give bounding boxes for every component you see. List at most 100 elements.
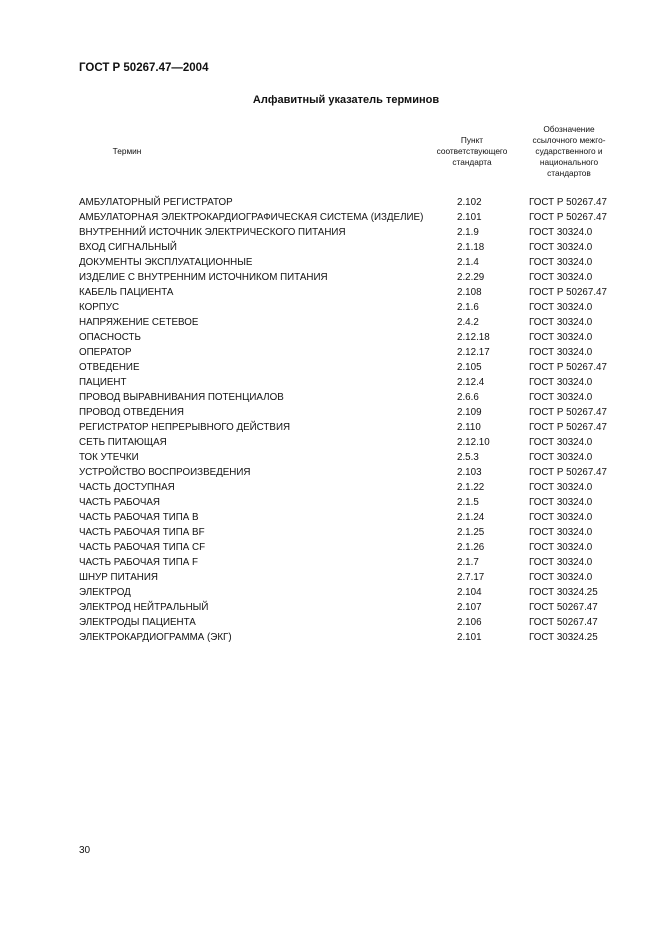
clause-cell: 2.106 <box>457 617 482 628</box>
term-cell: ДОКУМЕНТЫ ЭКСПЛУАТАЦИОННЫЕ <box>79 257 253 268</box>
standard-cell: ГОСТ 30324.0 <box>529 392 593 403</box>
term-cell: РЕГИСТРАТОР НЕПРЕРЫВНОГО ДЕЙСТВИЯ <box>79 422 291 433</box>
term-cell: ОПАСНОСТЬ <box>79 332 141 343</box>
standard-cell: ГОСТ 30324.0 <box>529 257 593 268</box>
clause-cell: 2.1.5 <box>457 497 479 508</box>
term-cell: ЧАСТЬ РАБОЧАЯ ТИПА В <box>79 512 199 523</box>
header-line: соответствующего <box>436 146 508 156</box>
clause-cell: 2.101 <box>457 212 482 223</box>
standard-cell: ГОСТ 30324.0 <box>529 572 593 583</box>
term-cell: КОРПУС <box>79 302 120 313</box>
standard-cell: ГОСТ Р 50267.47 <box>529 287 607 298</box>
term-cell: СЕТЬ ПИТАЮЩАЯ <box>79 437 167 448</box>
header-line: Термин <box>112 146 142 156</box>
clause-cell: 2.102 <box>457 197 482 208</box>
term-cell: ТОК УТЕЧКИ <box>79 452 139 463</box>
clause-cell: 2.110 <box>457 422 481 433</box>
header-line: ссылочного межго- <box>532 135 606 145</box>
standard-cell: ГОСТ 30324.0 <box>529 302 593 313</box>
term-cell: ВНУТРЕННИЙ ИСТОЧНИК ЭЛЕКТРИЧЕСКОГО ПИТАН… <box>79 227 346 238</box>
term-cell: ЧАСТЬ РАБОЧАЯ <box>79 497 161 508</box>
term-cell: АМБУЛАТОРНАЯ ЭЛЕКТРОКАРДИОГРАФИЧЕСКАЯ СИ… <box>79 212 424 223</box>
standard-cell: ГОСТ 30324.0 <box>529 497 593 508</box>
term-cell: ЧАСТЬ РАБОЧАЯ ТИПА F <box>79 557 199 568</box>
column-header-clause: Пункт соответствующего стандарта <box>427 135 517 168</box>
column-header-term: Термин <box>79 146 175 157</box>
header-line: Обозначение <box>543 124 595 134</box>
standard-cell: ГОСТ 50267.47 <box>529 617 598 628</box>
standard-cell: ГОСТ Р 50267.47 <box>529 197 607 208</box>
term-cell: ШНУР ПИТАНИЯ <box>79 572 159 583</box>
clause-cell: 2.103 <box>457 467 482 478</box>
term-cell: ПРОВОД ВЫРАВНИВАНИЯ ПОТЕНЦИАЛОВ <box>79 392 284 403</box>
clause-cell: 2.4.2 <box>457 317 479 328</box>
term-cell: УСТРОЙСТВО ВОСПРОИЗВЕДЕНИЯ <box>79 467 251 478</box>
clause-cell: 2.1.22 <box>457 482 485 493</box>
term-cell: НАПРЯЖЕНИЕ СЕТЕВОЕ <box>79 317 199 328</box>
clause-cell: 2.105 <box>457 362 482 373</box>
standard-cell: ГОСТ 30324.25 <box>529 587 598 598</box>
clause-cell: 2.108 <box>457 287 482 298</box>
term-cell: ЧАСТЬ РАБОЧАЯ ТИПА BF <box>79 527 205 538</box>
standard-cell: ГОСТ Р 50267.47 <box>529 407 607 418</box>
clause-cell: 2.12.18 <box>457 332 490 343</box>
header-line: Пункт <box>460 135 484 145</box>
standard-cell: ГОСТ 30324.0 <box>529 347 593 358</box>
term-cell: ЭЛЕКТРОКАРДИОГРАММА (ЭКГ) <box>79 632 232 643</box>
term-cell: ПАЦИЕНТ <box>79 377 127 388</box>
clause-cell: 2.6.6 <box>457 392 479 403</box>
standard-cell: ГОСТ 30324.0 <box>529 452 593 463</box>
term-cell: ЧАСТЬ РАБОЧАЯ ТИПА CF <box>79 542 206 553</box>
page-number: 30 <box>79 845 91 856</box>
standard-cell: ГОСТ 30324.0 <box>529 332 593 343</box>
standard-cell: ГОСТ Р 50267.47 <box>529 422 607 433</box>
column-header-standard: Обозначение ссылочного межго-сударственно… <box>518 124 620 179</box>
clause-cell: 2.12.17 <box>457 347 490 358</box>
clause-cell: 2.109 <box>457 407 482 418</box>
clause-cell: 2.7.17 <box>457 572 485 583</box>
clause-cell: 2.5.3 <box>457 452 479 463</box>
header-line: стандартов <box>547 168 591 178</box>
term-cell: ЭЛЕКТРОД <box>79 587 131 598</box>
standard-cell: ГОСТ Р 50267.47 <box>529 362 607 373</box>
clause-cell: 2.101 <box>457 632 482 643</box>
standard-cell: ГОСТ 30324.0 <box>529 542 593 553</box>
clause-cell: 2.12.10 <box>457 437 490 448</box>
term-cell: ЭЛЕКТРОДЫ ПАЦИЕНТА <box>79 617 196 628</box>
clause-cell: 2.2.29 <box>457 272 485 283</box>
term-cell: ИЗДЕЛИЕ С ВНУТРЕННИМ ИСТОЧНИКОМ ПИТАНИЯ <box>79 272 328 283</box>
page-title: Алфавитный указатель терминов <box>252 94 440 106</box>
standard-cell: ГОСТ 30324.0 <box>529 227 593 238</box>
standard-cell: ГОСТ 30324.0 <box>529 512 593 523</box>
term-cell: АМБУЛАТОРНЫЙ РЕГИСТРАТОР <box>79 197 233 208</box>
standard-cell: ГОСТ 30324.0 <box>529 527 593 538</box>
term-cell: ВХОД СИГНАЛЬНЫЙ <box>79 242 177 253</box>
clause-cell: 2.1.7 <box>457 557 479 568</box>
clause-cell: 2.107 <box>457 602 482 613</box>
term-cell: КАБЕЛЬ ПАЦИЕНТА <box>79 287 174 298</box>
standard-cell: ГОСТ 30324.0 <box>529 242 593 253</box>
clause-cell: 2.1.9 <box>457 227 479 238</box>
standard-cell: ГОСТ 30324.0 <box>529 437 593 448</box>
standard-cell: ГОСТ 30324.25 <box>529 632 598 643</box>
header-line: стандарта <box>452 157 492 167</box>
clause-cell: 2.12.4 <box>457 377 485 388</box>
standard-cell: ГОСТ 30324.0 <box>529 317 593 328</box>
term-cell: ЧАСТЬ ДОСТУПНАЯ <box>79 482 175 493</box>
document-code: ГОСТ Р 50267.47—2004 <box>79 62 209 74</box>
standard-cell: ГОСТ 30324.0 <box>529 482 593 493</box>
clause-cell: 2.1.18 <box>457 242 485 253</box>
standard-cell: ГОСТ 30324.0 <box>529 272 593 283</box>
term-cell: ЭЛЕКТРОД НЕЙТРАЛЬНЫЙ <box>79 602 209 613</box>
standard-cell: ГОСТ Р 50267.47 <box>529 467 607 478</box>
clause-cell: 2.1.25 <box>457 527 485 538</box>
clause-cell: 2.104 <box>457 587 482 598</box>
term-cell: ОТВЕДЕНИЕ <box>79 362 140 373</box>
term-cell: ОПЕРАТОР <box>79 347 132 358</box>
clause-cell: 2.1.26 <box>457 542 485 553</box>
clause-cell: 2.1.6 <box>457 302 479 313</box>
header-line: сударственного и <box>535 146 603 156</box>
standard-cell: ГОСТ Р 50267.47 <box>529 212 607 223</box>
term-cell: ПРОВОД ОТВЕДЕНИЯ <box>79 407 184 418</box>
standard-cell: ГОСТ 50267.47 <box>529 602 598 613</box>
